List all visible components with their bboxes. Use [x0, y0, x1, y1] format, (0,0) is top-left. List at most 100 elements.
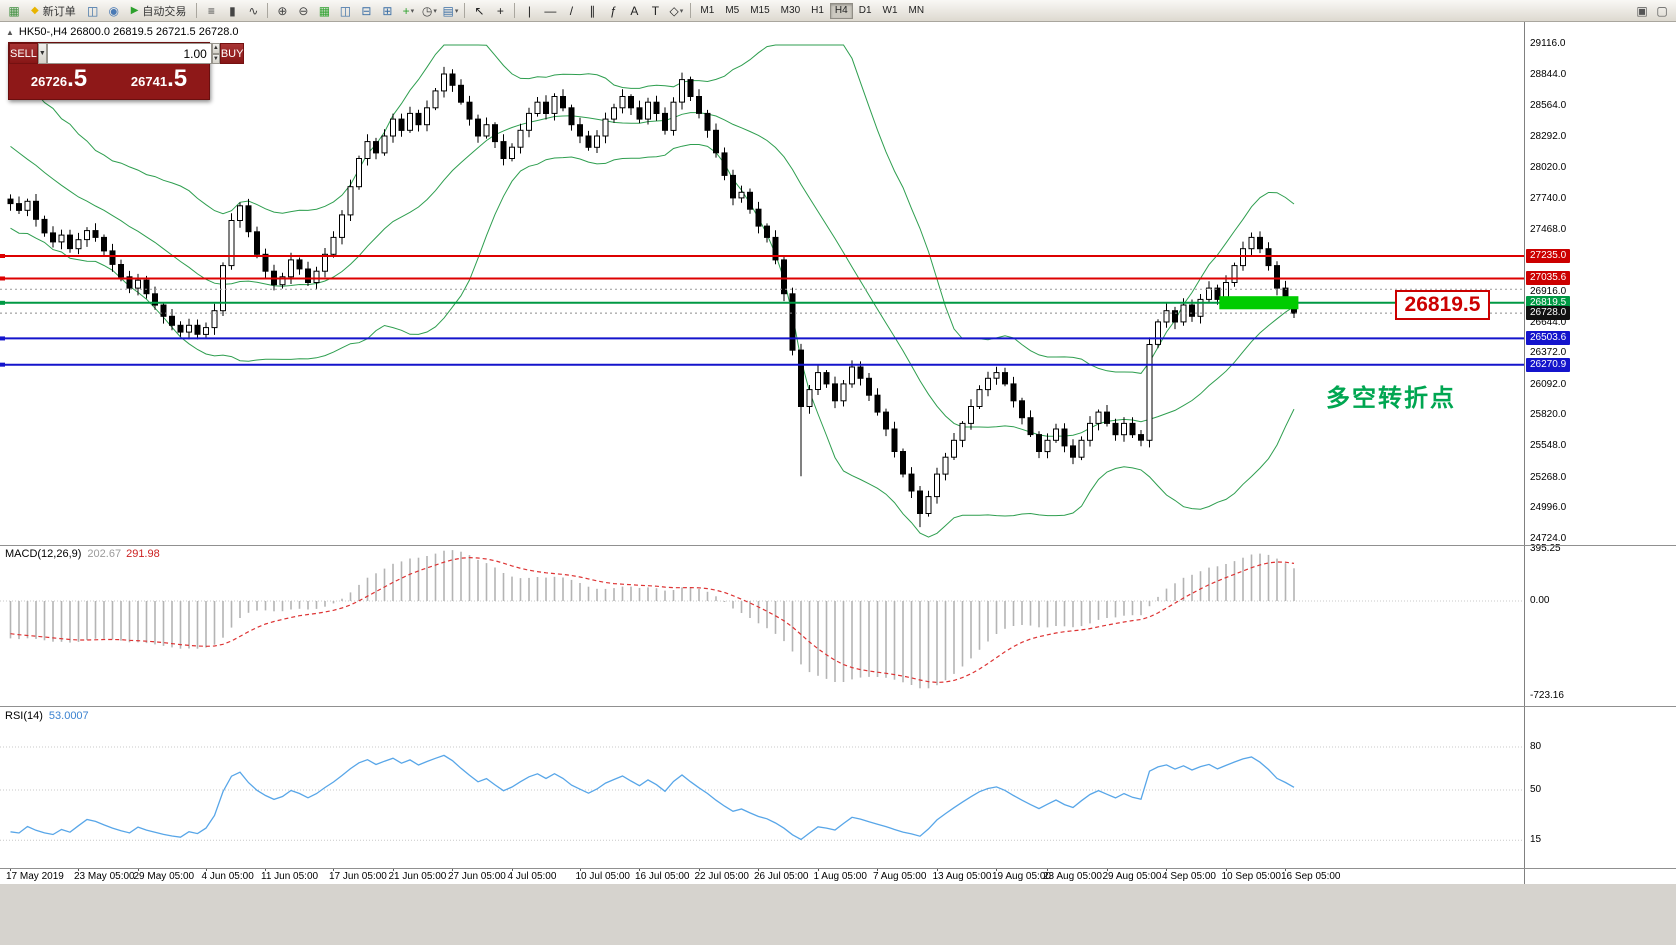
charts-icon[interactable]: ◫ — [83, 2, 103, 20]
time-axis-label: 29 Aug 05:00 — [1102, 871, 1162, 882]
new-order-button-label: 新订单 — [42, 5, 76, 18]
toolbar-separator — [690, 3, 692, 18]
price-scale-tick: 28564.0 — [1530, 100, 1567, 112]
timeframe-w1[interactable]: W1 — [882, 5, 898, 16]
vertical-line-tool-icon[interactable]: | — [519, 2, 539, 20]
cascade-windows-icon[interactable]: ◫ — [335, 2, 355, 20]
symbol-ohlc-text: HK50-,H4 26800.0 26819.5 26721.5 26728.0 — [18, 26, 239, 38]
timeframe-m1[interactable]: M1 — [700, 5, 715, 16]
macd-scale-tick: -723.16 — [1530, 690, 1564, 702]
buy-price-pips: .5 — [167, 65, 188, 92]
time-axis-label: 4 Jul 05:00 — [507, 871, 557, 882]
periods-clock-icon[interactable]: ◷ ▾ — [419, 2, 439, 20]
time-axis-tick — [452, 868, 453, 871]
cursor-arrow-icon[interactable]: ↖ — [469, 2, 489, 20]
zoom-in-icon[interactable]: ⊕ — [272, 2, 292, 20]
macd-panel-separator[interactable] — [0, 545, 1676, 546]
time-axis[interactable]: 17 May 2019 23 May 05:00 29 May 05:00 4 Jun… — [0, 868, 1524, 884]
buy-price[interactable]: 26741 .5 — [109, 64, 209, 99]
price-scale-tick: 26372.0 — [1530, 347, 1567, 359]
timeframe-m15[interactable]: M15 — [750, 5, 770, 16]
price-scale-tick: 25820.0 — [1530, 409, 1567, 421]
sell-dropdown-icon[interactable]: ▼ — [37, 43, 47, 64]
price-scale[interactable]: 29116.0 28844.0 28564.0 28292.0 28020.0 27740… — [1524, 22, 1676, 884]
chart-list-icon[interactable]: ▢ — [1652, 2, 1672, 20]
price-scale-tick: 26916.0 — [1530, 285, 1567, 297]
time-axis-tick — [205, 868, 207, 871]
buy-button[interactable]: BUY — [219, 43, 245, 64]
timeframe-m30[interactable]: M30 — [780, 5, 801, 16]
candlestick-mode-icon[interactable]: ▮ — [222, 2, 242, 20]
mql-community-icon[interactable]: ◉ — [104, 2, 124, 20]
time-axis-label: 27 Jun 05:00 — [448, 871, 506, 882]
shapes-tool-icon[interactable]: ◇ ▾ — [666, 2, 686, 20]
crosshair-icon[interactable]: + — [490, 2, 510, 20]
time-axis-label: 19 Aug 05:00 — [992, 871, 1051, 882]
sell-button[interactable]: SELL — [9, 43, 38, 64]
time-axis-label: 11 Jun 05:00 — [261, 871, 319, 882]
autotrading-button-label: 自动交易 — [142, 5, 187, 18]
timeframe-d1[interactable]: D1 — [858, 5, 872, 16]
time-axis-label: 4 Jun 05:00 — [201, 871, 254, 882]
zoom-out-icon[interactable]: ⊖ — [293, 2, 313, 20]
symbol-ohlc-readout: ▲ HK50-,H4 26800.0 26819.5 26721.5 26728… — [6, 26, 239, 38]
volume-down-icon[interactable]: ▼ — [211, 53, 220, 64]
price-scale-tick: 28844.0 — [1530, 68, 1567, 80]
sell-price[interactable]: 26726 .5 — [9, 64, 109, 99]
price-scale-tick: 28020.0 — [1530, 161, 1567, 173]
volume-up-icon[interactable]: ▲ — [211, 43, 220, 54]
timeframe-m5[interactable]: M5 — [725, 5, 740, 16]
chevron-down-icon: ▾ — [433, 7, 437, 15]
new-order-button[interactable]: ◆ 新订单 — [25, 2, 82, 20]
docking-panel-icon: ▣ — [1636, 3, 1648, 18]
indicators-icon[interactable]: + ▾ — [398, 2, 418, 20]
turning-point-annotation[interactable]: 多空转折点 — [1326, 385, 1456, 412]
text-tool-icon[interactable]: A — [624, 2, 644, 20]
time-axis-label: 17 Jun 05:00 — [329, 871, 387, 882]
channel-tool-icon[interactable]: ∥ — [582, 2, 602, 20]
zoom-out-icon: ⊖ — [298, 3, 309, 18]
price-callout-label[interactable]: 26819.5 — [1395, 290, 1490, 320]
sell-price-main: 26726 — [30, 74, 68, 89]
time-axis-tick — [817, 868, 819, 871]
line-chart-mode-icon: ∿ — [248, 3, 259, 18]
volume-input[interactable] — [46, 43, 212, 64]
rsi-scale-tick: 50 — [1530, 784, 1542, 795]
tile-horizontal-icon[interactable]: ⊟ — [356, 2, 376, 20]
chart-window: ▲ HK50-,H4 26800.0 26819.5 26721.5 26728… — [0, 22, 1676, 884]
chart-canvas[interactable] — [0, 22, 1524, 884]
price-scale-tick: 24724.0 — [1530, 533, 1567, 544]
templates-icon[interactable]: ▤ ▾ — [440, 2, 460, 20]
tile-windows-icon[interactable]: ▦ — [314, 2, 334, 20]
autotrading-button[interactable]: ▶ 自动交易 — [125, 2, 193, 20]
time-axis-label: 4 Sep 05:00 — [1162, 871, 1216, 882]
docking-panel-icon[interactable]: ▣ — [1632, 2, 1652, 20]
price-level-tag: 26270.9 — [1526, 357, 1571, 372]
time-axis-tick — [137, 868, 139, 871]
rsi-value: 53.0007 — [48, 710, 89, 722]
time-axis-label: 1 Aug 05:00 — [813, 871, 867, 882]
time-axis-label: 16 Sep 05:00 — [1281, 871, 1341, 882]
timeframe-h1[interactable]: H1 — [811, 5, 824, 16]
price-level-tag: 27235.0 — [1526, 248, 1571, 263]
line-chart-mode-icon[interactable]: ∿ — [243, 2, 263, 20]
time-axis-label: 16 Jul 05:00 — [635, 871, 690, 882]
bar-chart-mode-icon[interactable]: ≡ — [201, 2, 221, 20]
time-axis-tick — [698, 868, 700, 871]
rsi-panel-separator[interactable] — [0, 706, 1676, 707]
trendline-tool-icon[interactable]: / — [561, 2, 581, 20]
toolbar-separator — [464, 3, 466, 18]
fibonacci-tool-icon[interactable]: ƒ — [603, 2, 623, 20]
rsi-indicator-label: RSI(14) 53.0007 — [5, 710, 89, 722]
timeframe-mn[interactable]: MN — [908, 5, 925, 16]
collapse-trade-panel-icon[interactable]: ▲ — [6, 27, 14, 37]
label-tool-icon[interactable]: T — [645, 2, 665, 20]
tile-vertical-icon[interactable]: ⊞ — [377, 2, 397, 20]
shapes-tool-icon: ◇ — [669, 3, 679, 18]
price-scale-tick: 27740.0 — [1530, 193, 1567, 205]
timeframe-h4[interactable]: H4 — [829, 2, 853, 19]
terminal-chart-icon[interactable]: ▦ — [4, 2, 24, 20]
horizontal-line-tool-icon[interactable]: — — [540, 2, 560, 20]
toolbar-separator — [196, 3, 198, 18]
time-axis-tick — [639, 868, 640, 871]
